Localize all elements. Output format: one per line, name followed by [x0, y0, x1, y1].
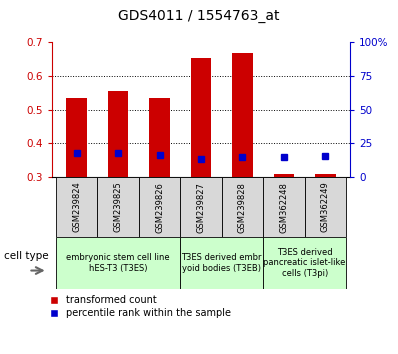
- Bar: [66, 98, 87, 177]
- Bar: [273, 174, 294, 177]
- Bar: [56, 177, 98, 237]
- Bar: [56, 237, 180, 289]
- Text: T3ES derived embr
yoid bodies (T3EB): T3ES derived embr yoid bodies (T3EB): [181, 253, 262, 273]
- Bar: [263, 237, 346, 289]
- Text: GSM239827: GSM239827: [197, 182, 205, 233]
- Bar: [180, 237, 263, 289]
- Bar: [232, 53, 253, 177]
- Bar: [98, 177, 139, 237]
- Text: GDS4011 / 1554763_at: GDS4011 / 1554763_at: [118, 9, 280, 23]
- Bar: [149, 98, 170, 177]
- Text: GSM362249: GSM362249: [321, 182, 330, 233]
- Bar: [304, 177, 346, 237]
- Text: GSM239826: GSM239826: [155, 182, 164, 233]
- Bar: [139, 177, 180, 237]
- Bar: [315, 174, 336, 177]
- Bar: [180, 177, 222, 237]
- Bar: [263, 177, 304, 237]
- Bar: [108, 91, 129, 177]
- Text: GSM362248: GSM362248: [279, 182, 289, 233]
- Text: T3ES derived
pancreatic islet-like
cells (T3pi): T3ES derived pancreatic islet-like cells…: [263, 248, 346, 278]
- Legend: transformed count, percentile rank within the sample: transformed count, percentile rank withi…: [49, 293, 233, 320]
- Bar: [191, 58, 211, 177]
- Text: GSM239825: GSM239825: [113, 182, 123, 233]
- Text: cell type: cell type: [4, 251, 49, 261]
- Text: GSM239824: GSM239824: [72, 182, 81, 233]
- Text: GSM239828: GSM239828: [238, 182, 247, 233]
- Text: embryonic stem cell line
hES-T3 (T3ES): embryonic stem cell line hES-T3 (T3ES): [66, 253, 170, 273]
- Bar: [222, 177, 263, 237]
